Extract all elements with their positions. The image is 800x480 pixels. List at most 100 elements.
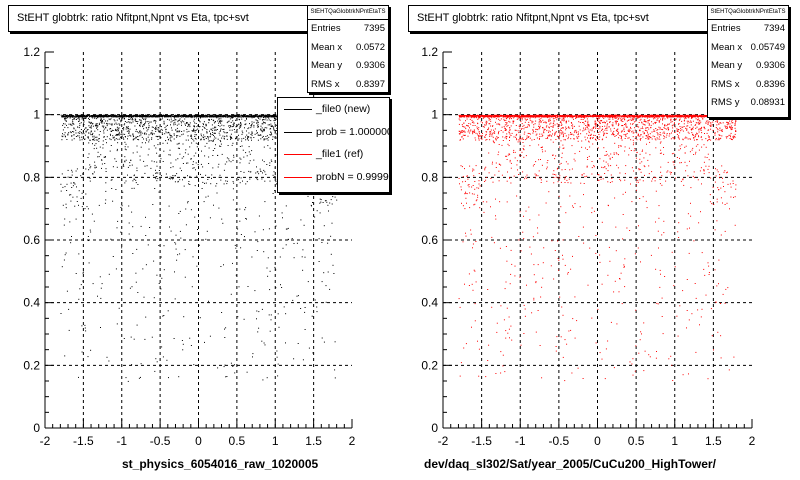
left-data-point [90,231,92,233]
right-data-point [458,177,460,179]
left-data-point [159,148,161,150]
left-data-point [171,136,173,138]
left-data-point [109,119,111,121]
right-data-point [572,116,574,118]
left-data-point [270,116,272,118]
left-data-point [187,122,188,124]
right-data-point [532,129,534,131]
left-data-point [177,254,179,256]
left-data-point [175,129,177,131]
right-data-point [464,168,465,170]
left-data-point [274,130,276,132]
left-data-point [66,139,68,140]
right-data-point [494,128,496,130]
left-data-point [216,117,218,119]
right-data-point [620,145,622,147]
left-data-point [267,275,269,277]
left-data-point [146,130,148,132]
left-data-point [169,135,171,136]
right-data-point [547,160,549,161]
left-data-point [205,182,207,184]
left-data-point [237,316,239,318]
left-data-point [123,129,125,131]
left-data-point [248,162,250,164]
left-data-point [109,115,110,117]
right-data-point [617,133,619,135]
right-data-point [564,178,566,180]
left-data-point [180,115,182,117]
left-data-point [214,148,216,149]
left-data-point [120,116,122,117]
left-data-point [246,134,248,136]
right-data-point [689,126,691,128]
right-data-point [618,154,619,156]
left-data-point [224,328,225,330]
left-data-point [245,116,246,118]
left-data-point [79,139,81,141]
right-data-point [720,137,722,139]
left-data-point [120,133,122,135]
left-data-point [208,122,210,124]
left-data-point [139,131,141,133]
left-data-point [102,140,104,142]
right-data-point [510,325,512,327]
left-data-point [132,253,134,254]
left-data-point [231,144,233,146]
left-data-point [190,209,192,211]
left-data-point [237,139,239,141]
left-data-point [182,349,184,351]
left-data-point [133,174,135,176]
left-data-point [262,121,264,123]
left-data-point [92,173,94,175]
left-data-point [251,117,253,119]
left-data-point [67,169,69,171]
left-data-point [276,124,278,126]
left-data-point [204,127,206,129]
left-data-point [160,137,162,139]
left-data-point [107,120,109,122]
left-data-point [176,115,178,117]
left-data-point [233,115,235,117]
left-data-point [206,230,208,232]
right-data-point [587,120,589,122]
left-data-point [153,161,155,163]
left-data-point [131,122,133,124]
left-data-point [216,115,218,117]
left-data-point [195,152,197,154]
right-data-point [658,120,660,122]
left-data-point [79,288,81,290]
left-data-point [157,114,159,116]
left-data-point [262,172,263,174]
left-data-point [235,138,237,139]
left-data-point [273,127,275,129]
left-data-point [129,287,131,289]
left-data-point [248,115,249,117]
left-data-point [148,139,150,141]
left-data-point [251,134,253,136]
right-data-point [475,165,477,167]
left-data-point [302,269,304,271]
left-data-point [161,346,163,348]
left-data-point [330,199,332,201]
right-data-point [686,137,688,139]
right-data-point [509,337,510,339]
left-data-point [66,183,68,185]
left-data-point [209,114,211,116]
left-data-point [256,132,258,134]
left-data-point [205,238,207,240]
right-data-point [647,127,649,128]
left-data-point [259,118,261,120]
left-data-point [242,116,244,118]
left-data-point [155,126,157,128]
left-data-point [254,290,256,292]
left-data-point [181,131,183,132]
left-data-point [91,116,93,118]
left-data-point [229,115,231,117]
left-data-point [81,133,83,135]
left-data-point [116,166,118,168]
left-data-point [86,116,88,118]
left-data-point [128,132,130,134]
left-data-point [170,136,172,138]
right-data-point [711,335,713,337]
left-data-point [110,128,112,129]
